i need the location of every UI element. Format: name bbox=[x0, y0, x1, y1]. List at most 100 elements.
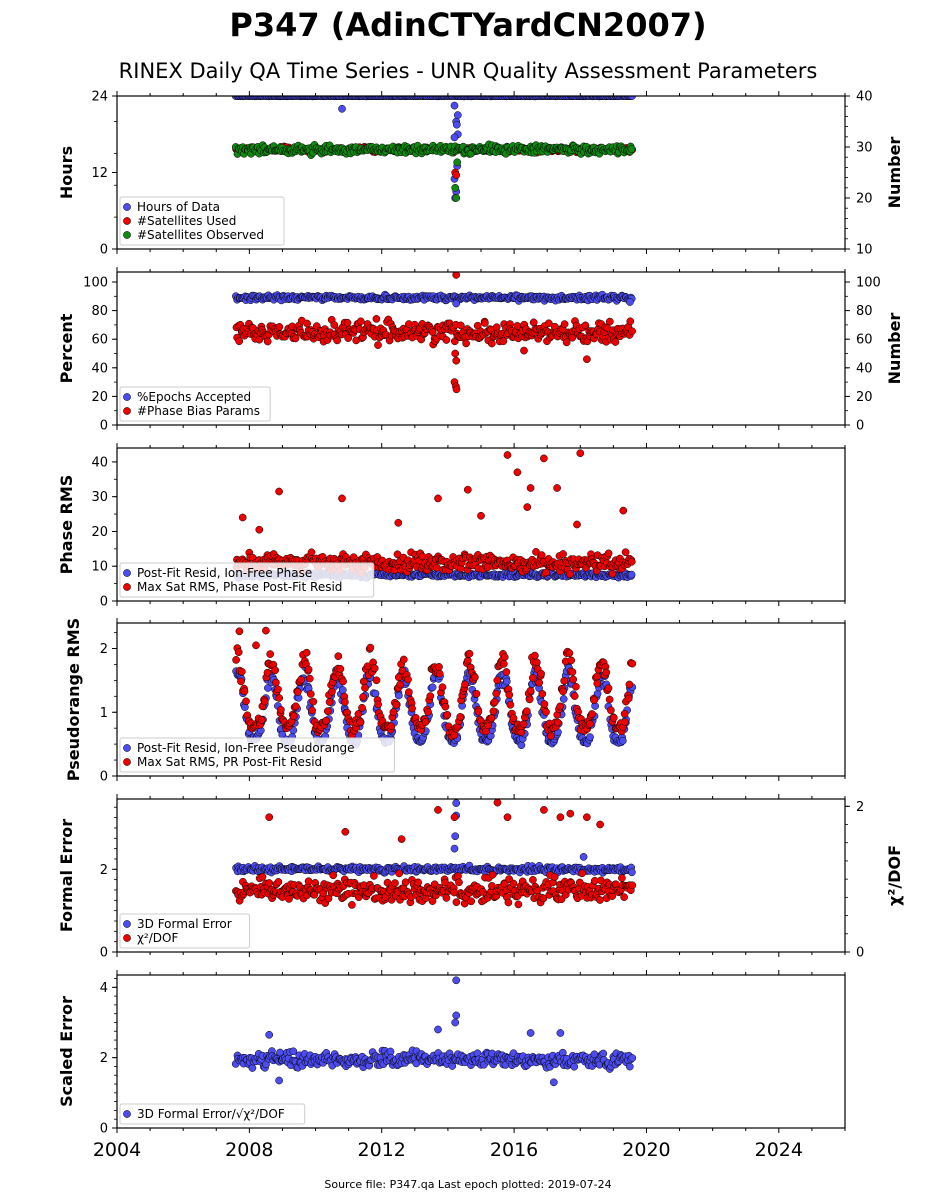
data-point bbox=[308, 706, 316, 715]
data-point bbox=[304, 877, 313, 886]
y2-tick-label: 80 bbox=[856, 304, 873, 319]
y2-tick-label: 2 bbox=[856, 800, 864, 815]
data-point bbox=[627, 557, 636, 566]
outlier-point bbox=[338, 494, 346, 503]
y-tick-label: 20 bbox=[91, 525, 108, 540]
data-point bbox=[240, 687, 249, 696]
outlier-point bbox=[434, 806, 442, 814]
data-point bbox=[487, 339, 496, 348]
y-axis-label: Pseudorange RMS bbox=[64, 618, 83, 781]
data-point bbox=[309, 697, 318, 706]
y2-axis-label: χ²/DOF bbox=[885, 845, 904, 906]
y-tick-label: 80 bbox=[91, 304, 108, 319]
data-point bbox=[289, 712, 298, 721]
data-point bbox=[455, 878, 463, 887]
data-point bbox=[538, 690, 547, 698]
panel-percent: 020406080100020406080100NumberPercent%Ep… bbox=[57, 267, 904, 434]
outlier-point bbox=[463, 485, 472, 494]
data-point bbox=[235, 337, 244, 346]
data-point bbox=[565, 570, 574, 579]
y2-tick-label: 60 bbox=[856, 333, 873, 348]
outlier-point bbox=[450, 133, 459, 142]
data-point bbox=[621, 548, 630, 557]
y-tick-label: 0 bbox=[100, 243, 108, 258]
source-note: Source file: P347.qa Last epoch plotted:… bbox=[324, 1178, 611, 1191]
data-point bbox=[572, 682, 580, 691]
data-point bbox=[263, 668, 272, 677]
legend-marker bbox=[123, 393, 131, 401]
y-axis-label: Scaled Error bbox=[57, 996, 76, 1107]
x-tick-label: 2020 bbox=[622, 1139, 670, 1161]
data-point bbox=[570, 692, 579, 700]
chart-subtitle: RINEX Daily QA Time Series - UNR Quality… bbox=[119, 59, 818, 83]
outlier-point bbox=[477, 511, 485, 520]
data-point bbox=[502, 668, 511, 676]
y-tick-label: 10 bbox=[91, 560, 108, 575]
outlier-point bbox=[235, 627, 244, 636]
y-axis-label: Hours bbox=[57, 146, 76, 199]
data-point bbox=[333, 336, 342, 345]
legend-marker bbox=[123, 231, 131, 239]
data-point bbox=[599, 1049, 608, 1058]
y-tick-label: 60 bbox=[91, 333, 108, 348]
legend-label: #Satellites Used bbox=[137, 214, 236, 228]
outlier-point bbox=[549, 1078, 558, 1087]
outlier-point bbox=[503, 451, 512, 459]
data-point bbox=[605, 317, 614, 326]
data-point bbox=[567, 656, 576, 665]
data-point bbox=[514, 900, 523, 909]
y-tick-label: 0 bbox=[100, 946, 108, 961]
outlier-point bbox=[576, 449, 585, 458]
outlier-point bbox=[626, 298, 634, 306]
data-point bbox=[586, 719, 594, 728]
data-point bbox=[487, 714, 496, 722]
data-point bbox=[504, 898, 513, 907]
data-point bbox=[618, 736, 627, 745]
data-point bbox=[535, 678, 544, 687]
data-point bbox=[263, 337, 272, 346]
legend-label: Hours of Data bbox=[137, 200, 220, 214]
data-points bbox=[232, 272, 636, 394]
data-point bbox=[608, 569, 617, 578]
data-point bbox=[394, 691, 403, 700]
legend-label: Post-Fit Resid, Ion-Free Phase bbox=[137, 566, 312, 580]
legend-label: 3D Formal Error bbox=[137, 917, 232, 931]
data-point bbox=[393, 550, 402, 559]
data-point bbox=[428, 683, 437, 692]
y2-tick-label: 100 bbox=[856, 276, 881, 291]
data-point bbox=[304, 665, 313, 674]
y-axis-label: Percent bbox=[57, 313, 76, 383]
data-point bbox=[338, 686, 347, 694]
outlier-point bbox=[451, 183, 460, 192]
data-point bbox=[358, 703, 366, 712]
data-points bbox=[232, 799, 637, 909]
data-point bbox=[605, 695, 614, 704]
outlier-point bbox=[540, 454, 548, 463]
data-point bbox=[391, 879, 399, 887]
legend-label: #Satellites Observed bbox=[137, 228, 264, 242]
outlier-point bbox=[452, 194, 461, 202]
outlier-point bbox=[619, 506, 628, 515]
outlier-point bbox=[450, 813, 459, 822]
data-point bbox=[490, 698, 499, 706]
data-point bbox=[264, 684, 272, 692]
data-point bbox=[366, 643, 375, 652]
data-point bbox=[443, 710, 452, 719]
outlier-point bbox=[452, 356, 461, 365]
legend-marker bbox=[123, 203, 131, 211]
data-point bbox=[628, 1054, 637, 1062]
outlier-point bbox=[450, 844, 459, 853]
data-point bbox=[435, 669, 444, 678]
data-point bbox=[438, 683, 447, 692]
data-point bbox=[260, 697, 269, 706]
data-point bbox=[414, 878, 422, 887]
data-point bbox=[532, 658, 541, 667]
outlier-point bbox=[238, 513, 247, 522]
data-point bbox=[291, 334, 300, 343]
data-point bbox=[307, 548, 316, 557]
data-point bbox=[399, 655, 408, 664]
legend-marker bbox=[123, 407, 131, 415]
